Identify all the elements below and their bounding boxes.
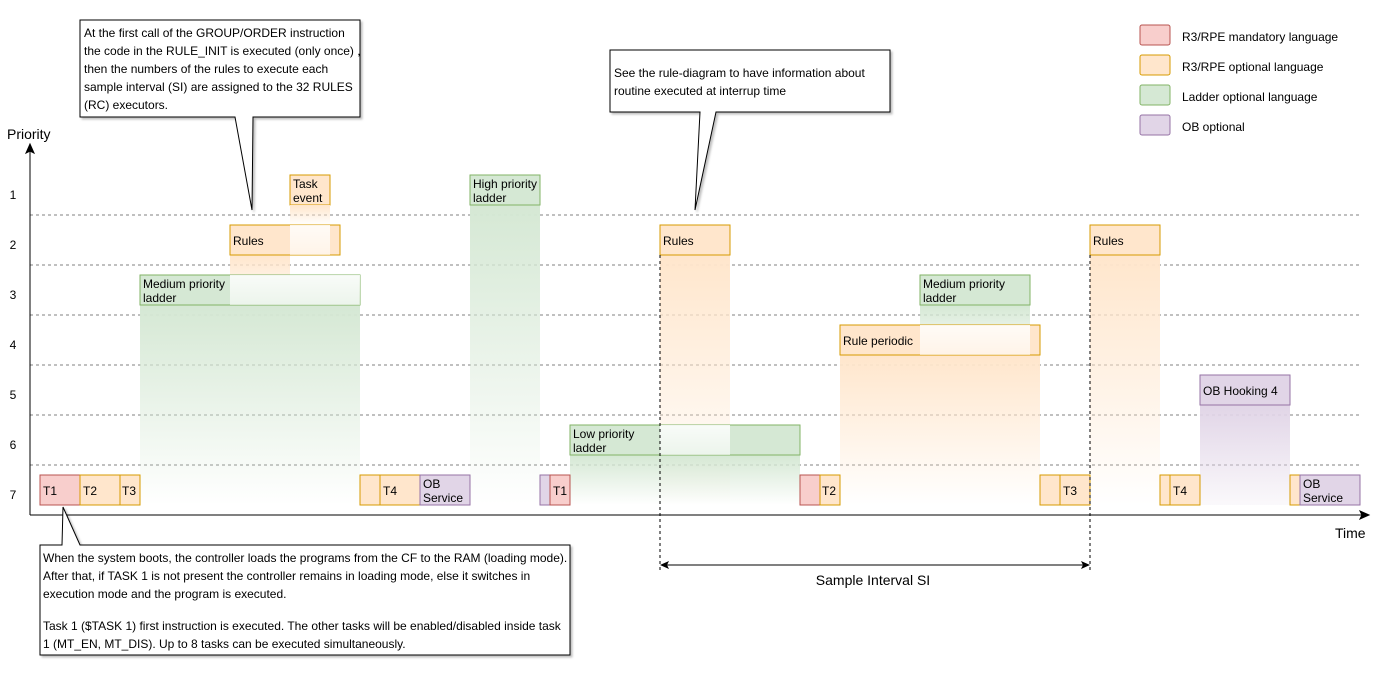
boot-callout-paragraph-2: Task 1 ($TASK 1) first instruction is ex… — [43, 619, 561, 651]
medium-ladder-label-first: Medium priority ladder — [143, 277, 228, 305]
medium-ladder-box-second — [919, 274, 1031, 306]
interrupt-callout-text: See the rule-diagram to have information… — [614, 64, 886, 100]
rule-init-callout-shape — [79, 19, 361, 211]
axes — [24, 142, 1371, 521]
high-ladder-box — [469, 174, 541, 206]
task-box-t1-tail — [799, 474, 821, 506]
ob-hooking-label: OB Hooking 4 — [1203, 384, 1278, 398]
routine-boxes: Medium priority ladder Rules Task event … — [139, 174, 1291, 456]
priority-tick-2: 2 — [10, 238, 17, 252]
task-box-t2-second — [819, 474, 841, 506]
task-label-t4-second: T4 — [1173, 484, 1187, 498]
rule-periodic-label: Rule periodic — [843, 334, 913, 348]
task-label-t3-first: T3 — [122, 484, 136, 498]
y-axis-title: Priority — [7, 126, 51, 142]
task-box-t3-tail-second — [1159, 474, 1171, 506]
ob-service-box-first — [419, 474, 471, 506]
medium-ladder-label-second: Medium priority ladder — [923, 277, 1008, 305]
priority-tick-1: 1 — [10, 188, 17, 202]
rules-label-first: Rules — [233, 234, 264, 248]
boot-callout-text: When the system boots, the controller lo… — [43, 549, 569, 653]
rule-init-callout-text: At the first call of the GROUP/ORDER ins… — [84, 24, 364, 114]
execution-tails — [140, 205, 1290, 505]
boot-callout-paragraph-1: When the system boots, the controller lo… — [43, 551, 568, 601]
ob-service-label-second: OB Service — [1303, 477, 1343, 505]
legend-label-mandatory: R3/RPE mandatory language — [1182, 30, 1338, 44]
task-label-t2-second: T2 — [822, 484, 836, 498]
legend-swatch-mandatory — [1139, 24, 1171, 46]
sample-interval-label: Sample Interval SI — [816, 572, 930, 588]
sample-interval-marker: Sample Interval SI — [659, 255, 1091, 588]
rule-init-callout-paragraph: At the first call of the GROUP/ORDER ins… — [84, 26, 361, 112]
low-ladder-label: Low priority ladder — [573, 427, 638, 455]
ob-service-box-second — [1299, 474, 1361, 506]
callout-shapes — [39, 19, 891, 656]
ob-service-tail-first — [539, 474, 551, 506]
ob-service-label-first: OB Service — [423, 477, 463, 505]
legend-label-r3opt: R3/RPE optional language — [1182, 60, 1324, 74]
legend-label-ob: OB optional — [1182, 120, 1245, 134]
rules-label-third: Rules — [1093, 234, 1124, 248]
task-event-label: Task event — [293, 177, 323, 205]
x-axis-title: Time — [1335, 525, 1366, 541]
priority-tick-7: 7 — [10, 488, 17, 502]
legend-swatch-ladder — [1139, 84, 1171, 106]
row-7-tasks: T1 T2 T3 T4 OB Service T1 T2 T3 T4 OB Se… — [39, 474, 1361, 506]
priority-tick-6: 6 — [10, 438, 17, 452]
interrupt-callout-paragraph: See the rule-diagram to have information… — [614, 66, 865, 98]
rules-label-second: Rules — [663, 234, 694, 248]
rules-box-second — [659, 224, 731, 256]
priority-tick-labels: 1 2 3 4 5 6 7 — [10, 188, 17, 502]
task-box-t3-tail — [359, 474, 381, 506]
x-axis-arrowhead — [1358, 509, 1371, 521]
task-box-t3-second — [1059, 474, 1091, 506]
task-box-t4-second — [1169, 474, 1201, 506]
high-ladder-label: High priority ladder — [473, 177, 540, 205]
legend: R3/RPE mandatory language R3/RPE optiona… — [1139, 24, 1338, 136]
priority-tick-4: 4 — [10, 338, 17, 352]
task-label-t2-first: T2 — [83, 484, 97, 498]
y-axis-arrowhead — [24, 142, 36, 155]
task-box-t3-first — [119, 474, 141, 506]
legend-label-ladder: Ladder optional language — [1182, 90, 1318, 104]
legend-swatch-r3opt — [1139, 54, 1171, 76]
task-box-t4-tail — [1289, 474, 1301, 506]
task-box-t4-first — [379, 474, 421, 506]
task-box-t1-second — [549, 474, 571, 506]
boot-callout-shape — [39, 506, 571, 656]
legend-swatch-ob — [1139, 114, 1171, 136]
ob-hooking-box — [1199, 374, 1291, 406]
rules-box-third — [1089, 224, 1161, 256]
task-label-t4-first: T4 — [383, 484, 397, 498]
task-label-t3-second: T3 — [1063, 484, 1077, 498]
priority-tick-3: 3 — [10, 288, 17, 302]
task-event-box — [289, 174, 331, 206]
priority-tick-5: 5 — [10, 388, 17, 402]
task-label-t1-first: T1 — [43, 484, 57, 498]
task-label-t1-second: T1 — [553, 484, 567, 498]
interrupt-callout-shape — [609, 49, 891, 211]
task-box-t2-tail — [1039, 474, 1061, 506]
